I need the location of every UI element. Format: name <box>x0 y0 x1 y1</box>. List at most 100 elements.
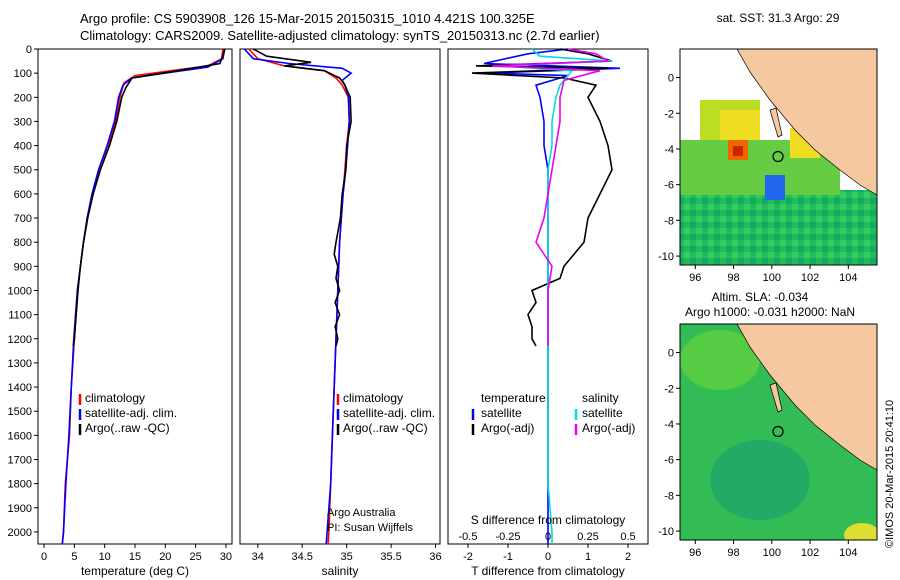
title-line-1: Argo profile: CS 5903908_126 15-Mar-2015… <box>80 11 535 26</box>
y-tick-label: 1000 <box>8 285 32 297</box>
x-tick-label: 34.5 <box>292 551 313 563</box>
sla-island <box>769 382 783 413</box>
x-tick-label: 10 <box>99 551 111 563</box>
series-line-temperature-argo <box>471 48 613 347</box>
y-tick-label: 200 <box>14 92 32 104</box>
x-tick-label: 0 <box>41 551 47 563</box>
x-tick-label: 0 <box>545 551 551 563</box>
top-axis-label: S difference from climatology <box>471 513 626 527</box>
x-tick-label: -1 <box>503 551 513 563</box>
sst-island <box>769 107 783 138</box>
x-axis-label: T difference from climatology <box>471 564 625 578</box>
legend-label: Argo(..raw -QC) <box>343 421 428 435</box>
y-tick-label: 1100 <box>8 310 32 322</box>
x-tick-label: 25 <box>190 551 202 563</box>
map-x-tick-label: 102 <box>801 547 819 559</box>
legend-heading-temperature: temperature <box>481 391 546 405</box>
y-tick-label: 1800 <box>8 479 32 491</box>
x-top-tick-label: 0.5 <box>620 531 635 543</box>
legend-label: Argo(-adj) <box>582 421 635 435</box>
plot-frame <box>239 48 441 545</box>
map-x-tick-label: 100 <box>763 547 781 559</box>
annotation-pi: PI: Susan Wijffels <box>327 522 413 534</box>
map-y-tick-label: -6 <box>664 180 674 192</box>
y-tick-label: 300 <box>14 116 32 128</box>
legend-label: satellite-adj. clim. <box>85 406 177 420</box>
map-y-tick-label: -8 <box>664 490 674 502</box>
map-x-tick-label: 96 <box>689 547 701 559</box>
map-y-tick-label: 0 <box>668 348 674 360</box>
legend-label: satellite <box>481 406 522 420</box>
sst-warm-patch-2 <box>720 110 760 140</box>
x-tick-label: 36 <box>429 551 441 563</box>
sst-cool-patch <box>765 175 785 200</box>
sla-high-spot <box>844 523 877 540</box>
temperature-panel: 0 5 10 15 20 25 30 temperature (deg C) 0 100 200 30… <box>8 44 233 578</box>
x-tick-label: 30 <box>220 551 232 563</box>
sla-profile-marker <box>772 425 784 438</box>
x-top-tick-label: -0.5 <box>459 531 478 543</box>
sla-map-frame <box>679 323 878 541</box>
x-tick-label: -2 <box>463 551 473 563</box>
legend-heading-salinity: salinity <box>582 391 619 405</box>
map-y-tick-label: -6 <box>664 455 674 467</box>
imos-credit: ©IMOS 20-Mar-2015 20:41:10 <box>884 400 896 548</box>
y-tick-label: 1500 <box>8 406 32 418</box>
y-tick-label: 600 <box>14 189 32 201</box>
map-x-tick-label: 104 <box>839 547 857 559</box>
map-y-tick-label: -10 <box>658 251 674 263</box>
x-top-tick-label: 0 <box>545 531 551 543</box>
x-tick-label: 5 <box>71 551 77 563</box>
plot-frame <box>37 48 233 545</box>
y-tick-label: 100 <box>14 68 32 80</box>
y-tick-label: 1900 <box>8 503 32 515</box>
y-tick-label: 1400 <box>8 382 32 394</box>
legend-label: climatology <box>85 391 145 405</box>
series-line-salinity-argo <box>491 48 611 346</box>
map-x-tick-label: 96 <box>689 272 701 284</box>
legend-label: climatology <box>343 391 403 405</box>
annotation-argo-australia: Argo Australia <box>327 507 396 519</box>
map-x-tick-label: 100 <box>763 272 781 284</box>
map-y-tick-label: -4 <box>664 144 674 156</box>
sst-field-south <box>680 190 877 265</box>
x-axis-label: salinity <box>322 564 359 578</box>
sla-low-area <box>680 330 760 390</box>
x-tick-label: 35 <box>341 551 353 563</box>
y-tick-label: 2000 <box>8 527 32 539</box>
sst-map-title: sat. SST: 31.3 Argo: 29 <box>717 11 840 25</box>
y-tick-label: 800 <box>14 237 32 249</box>
sla-map: Altim. SLA: -0.034 Argo h1000: -0.031 h2… <box>658 290 878 559</box>
sst-profile-marker <box>772 150 784 163</box>
series-line-satellite-adj-clim- <box>243 48 353 545</box>
map-y-tick-label: -2 <box>664 383 674 395</box>
sst-map: sat. SST: 31.3 Argo: 29 96 98 100 102 104 0 -2… <box>658 11 878 284</box>
map-x-tick-label: 98 <box>727 547 739 559</box>
y-tick-label: 400 <box>14 141 32 153</box>
sla-mid-area <box>710 440 810 520</box>
sst-hot-core <box>733 146 743 156</box>
y-tick-label: 700 <box>14 213 32 225</box>
x-tick-label: 2 <box>625 551 631 563</box>
sst-map-frame <box>679 48 878 266</box>
map-x-tick-label: 98 <box>727 272 739 284</box>
x-tick-label: 15 <box>129 551 141 563</box>
map-y-tick-label: -4 <box>664 419 674 431</box>
map-y-tick-label: 0 <box>668 73 674 85</box>
legend-label: satellite <box>582 406 623 420</box>
y-tick-label: 500 <box>14 165 32 177</box>
map-y-tick-label: -2 <box>664 108 674 120</box>
map-y-tick-label: -10 <box>658 526 674 538</box>
sla-map-title-1: Altim. SLA: -0.034 <box>712 290 809 304</box>
x-axis-label: temperature (deg C) <box>81 564 189 578</box>
y-tick-label: 0 <box>26 44 32 56</box>
x-top-tick-label: -0.25 <box>495 531 520 543</box>
difference-panel: -2 -1 0 1 2T difference from climatology -0.5… <box>447 48 649 578</box>
y-tick-label: 1700 <box>8 454 32 466</box>
salinity-panel: 34 34.5 35 35.5 36 salinity climatologysatelli… <box>239 48 442 578</box>
legend-label: Argo(..raw -QC) <box>85 421 170 435</box>
x-tick-label: 34 <box>252 551 264 563</box>
legend-label: satellite-adj. clim. <box>343 406 435 420</box>
x-top-tick-label: 0.25 <box>577 531 598 543</box>
